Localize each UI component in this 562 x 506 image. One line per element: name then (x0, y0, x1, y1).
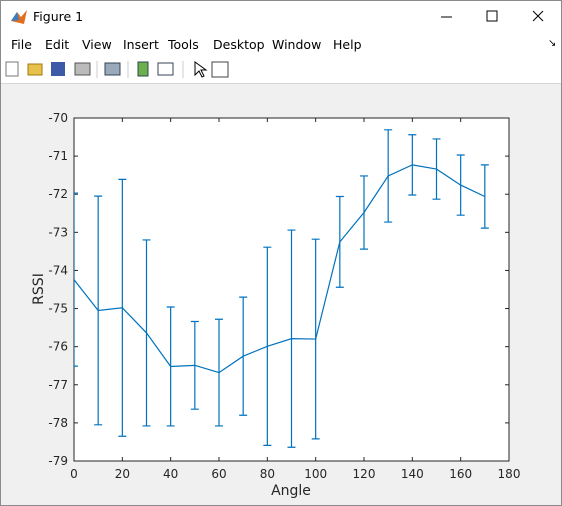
y-tick-label: -70 (48, 111, 68, 125)
x-tick-label: 100 (304, 467, 327, 481)
y-tick-label: -73 (48, 225, 68, 239)
data-layer (74, 129, 489, 448)
window-controls[interactable] (421, 1, 561, 32)
window-title: Figure 1 (33, 9, 84, 24)
x-tick-label: 160 (449, 467, 472, 481)
x-tick-label: 0 (70, 467, 78, 481)
x-tick-label: 120 (353, 467, 376, 481)
y-tick-label: -71 (48, 149, 68, 163)
chart: Angle RSSI 0 20 40 60 80 100 120 140 160 180 -70 -7… (31, 111, 521, 499)
x-tick-label: 40 (163, 467, 178, 481)
y-tick-label: -77 (48, 378, 68, 392)
error-bar (74, 192, 78, 367)
y-tick-label: -74 (48, 263, 68, 277)
dock-arrow[interactable]: ↘ (548, 38, 557, 49)
x-tick-label: 140 (401, 467, 424, 481)
menu-item[interactable]: Window (272, 37, 322, 52)
toolbar-icons[interactable] (1, 56, 241, 83)
y-tick-label: -75 (48, 302, 68, 316)
toolbar: ↘ (1, 38, 561, 84)
y-tick-label: -79 (48, 454, 68, 468)
menu-item[interactable]: Help (333, 37, 362, 52)
menu-item[interactable]: Insert (123, 37, 159, 52)
title-bar: Figure 1 (1, 1, 561, 32)
menu-item[interactable]: View (82, 37, 112, 52)
menu-item[interactable]: Desktop (213, 37, 265, 52)
x-tick-label: 60 (211, 467, 226, 481)
x-tick-label: 20 (115, 467, 130, 481)
menu-item[interactable]: Edit (45, 37, 70, 52)
y-axis-label: RSSI (31, 273, 47, 305)
menu-bar: File Edit View Insert Tools Desktop Window Help (1, 32, 561, 56)
app-icon (11, 10, 27, 24)
x-tick-label: 80 (260, 467, 275, 481)
x-tick-label: 180 (498, 467, 521, 481)
x-axis-label: Angle (271, 483, 311, 499)
y-tick-label: -78 (48, 416, 68, 430)
menu-item[interactable]: File (11, 37, 32, 52)
data-line (74, 164, 486, 374)
y-tick-label: -72 (48, 187, 68, 201)
menu-item[interactable]: Tools (168, 37, 199, 52)
y-tick-label: -76 (48, 340, 68, 354)
